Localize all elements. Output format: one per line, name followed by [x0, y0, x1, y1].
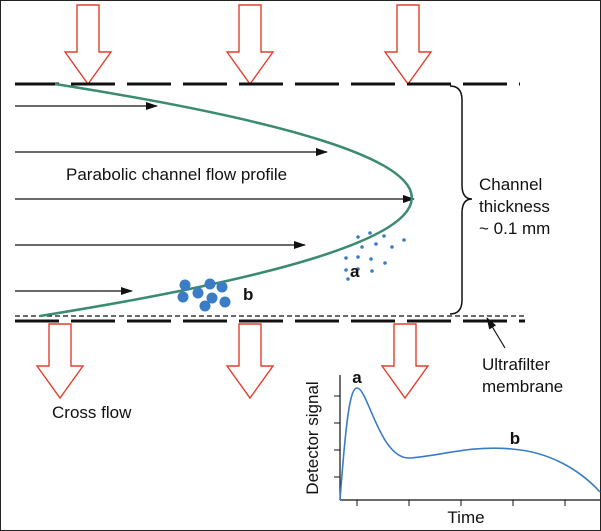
- membrane-label: Ultrafilter: [482, 355, 550, 374]
- peak-b-label: b: [510, 429, 520, 448]
- crossflow-arrows: [35, 323, 430, 400]
- label-a: a: [350, 262, 360, 281]
- membrane-label: membrane: [482, 377, 563, 396]
- velocity-arrows: [15, 102, 415, 295]
- inset-chart: Detector signal Time a b: [303, 368, 601, 527]
- thickness-bracket: [449, 85, 473, 315]
- flow-profile: [39, 82, 413, 318]
- channel-label: thickness: [479, 197, 550, 216]
- particles-b: [177, 278, 231, 312]
- membrane-pointer: [486, 317, 506, 349]
- label-b: b: [243, 285, 253, 304]
- inflow-arrows: [63, 4, 433, 86]
- channel-label: ~ 0.1 mm: [479, 219, 550, 238]
- inset-x-label: Time: [447, 508, 484, 527]
- peak-a-label: a: [352, 368, 362, 387]
- cross-flow-label: Cross flow: [52, 403, 132, 422]
- channel-label: Channel: [479, 175, 542, 194]
- particles-a: [344, 231, 406, 281]
- flow-profile-label: Parabolic channel flow profile: [66, 165, 287, 184]
- inset-y-label: Detector signal: [303, 381, 322, 494]
